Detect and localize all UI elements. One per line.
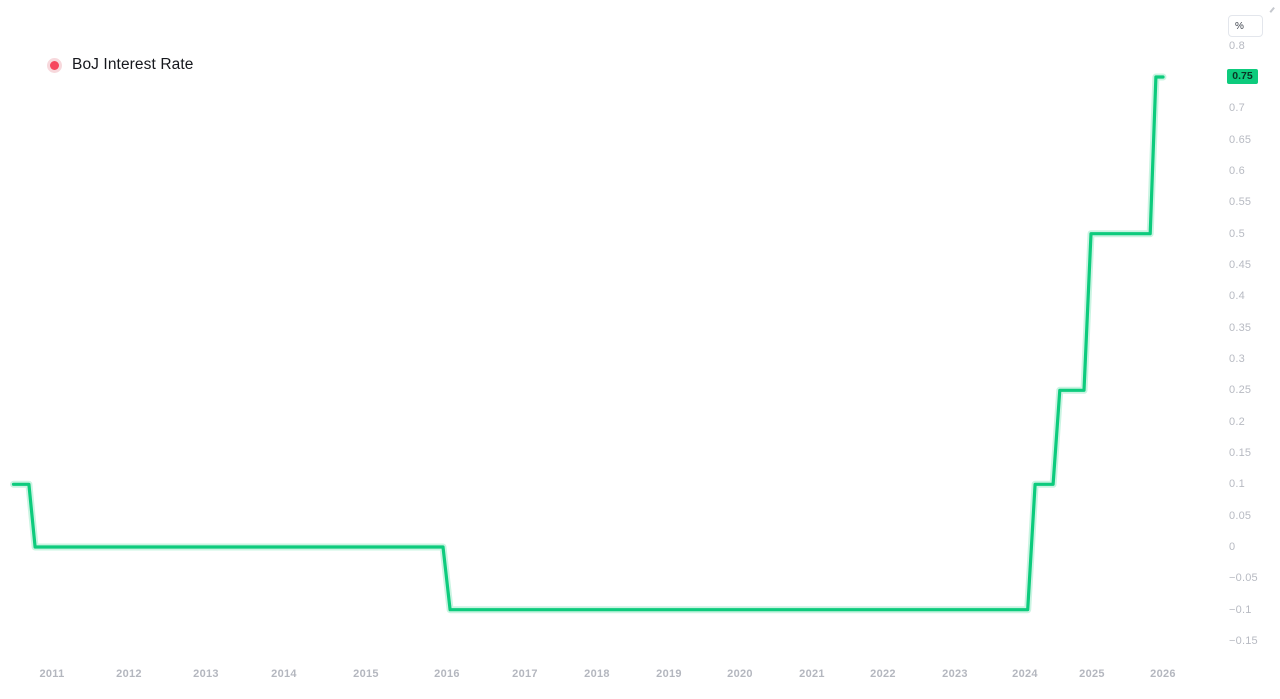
x-axis-tick: 2015 xyxy=(353,668,379,680)
y-axis-tick: 0.15 xyxy=(1229,446,1252,459)
series-legend-label: BoJ Interest Rate xyxy=(72,56,194,73)
x-axis-tick: 2018 xyxy=(584,668,610,680)
x-axis-tick: 2011 xyxy=(39,668,65,680)
x-axis-tick: 2013 xyxy=(193,668,219,680)
y-axis-tick: −0.05 xyxy=(1229,572,1258,585)
y-axis-tick: 0.2 xyxy=(1229,415,1245,428)
x-axis-tick: 2026 xyxy=(1150,668,1176,680)
x-axis-tick: 2016 xyxy=(434,668,460,680)
y-axis-tick: 0.25 xyxy=(1229,384,1252,397)
y-axis-tick: 0.6 xyxy=(1229,164,1245,177)
x-axis-tick: 2021 xyxy=(799,668,825,680)
legend-item[interactable]: BoJ Interest Rate xyxy=(47,56,193,74)
y-axis-tick: 0.4 xyxy=(1229,290,1245,303)
y-axis-tick: 0.3 xyxy=(1229,352,1245,365)
x-axis-tick: 2023 xyxy=(942,668,968,680)
x-axis-tick: 2022 xyxy=(870,668,896,680)
x-axis-tick: 2020 xyxy=(727,668,753,680)
y-axis-tick: 0.5 xyxy=(1229,227,1245,240)
y-axis-tick: 0.45 xyxy=(1229,258,1252,271)
x-axis[interactable]: 2011 2012 2013 2014 2015 2016 2017 2018 2019 2020… xyxy=(0,660,1222,690)
y-axis-tick: 0.1 xyxy=(1229,478,1245,491)
y-axis-tick: 0.35 xyxy=(1229,321,1252,334)
unit-percent-button[interactable]: % xyxy=(1228,15,1263,37)
y-axis-tick: 0.8 xyxy=(1229,39,1245,52)
x-axis-tick: 2025 xyxy=(1079,668,1105,680)
y-axis-tick: −0.15 xyxy=(1229,635,1258,647)
y-axis-tick: −0.1 xyxy=(1229,603,1252,616)
x-axis-tick: 2017 xyxy=(512,668,538,680)
x-axis-tick: 2024 xyxy=(1012,668,1038,680)
series-line-halo xyxy=(10,73,1167,614)
y-axis-tick: 0.05 xyxy=(1229,509,1252,522)
last-price-badge: 0.75 xyxy=(1227,69,1258,85)
x-axis-tick: 2012 xyxy=(116,668,142,680)
y-axis[interactable]: 0.8 0.7 0.65 0.6 0.55 0.5 0.45 0.4 0.35 0.3 0.25 0.… xyxy=(1222,0,1280,660)
x-axis-tick: 2014 xyxy=(271,668,297,680)
series-marker-icon xyxy=(47,57,62,73)
series-line xyxy=(11,75,1165,612)
y-axis-tick: 0.65 xyxy=(1229,133,1252,146)
y-axis-tick: 0 xyxy=(1229,541,1236,553)
x-axis-tick: 2019 xyxy=(656,668,682,680)
y-axis-tick: 0.7 xyxy=(1229,102,1245,115)
y-axis-tick: 0.55 xyxy=(1229,196,1252,209)
